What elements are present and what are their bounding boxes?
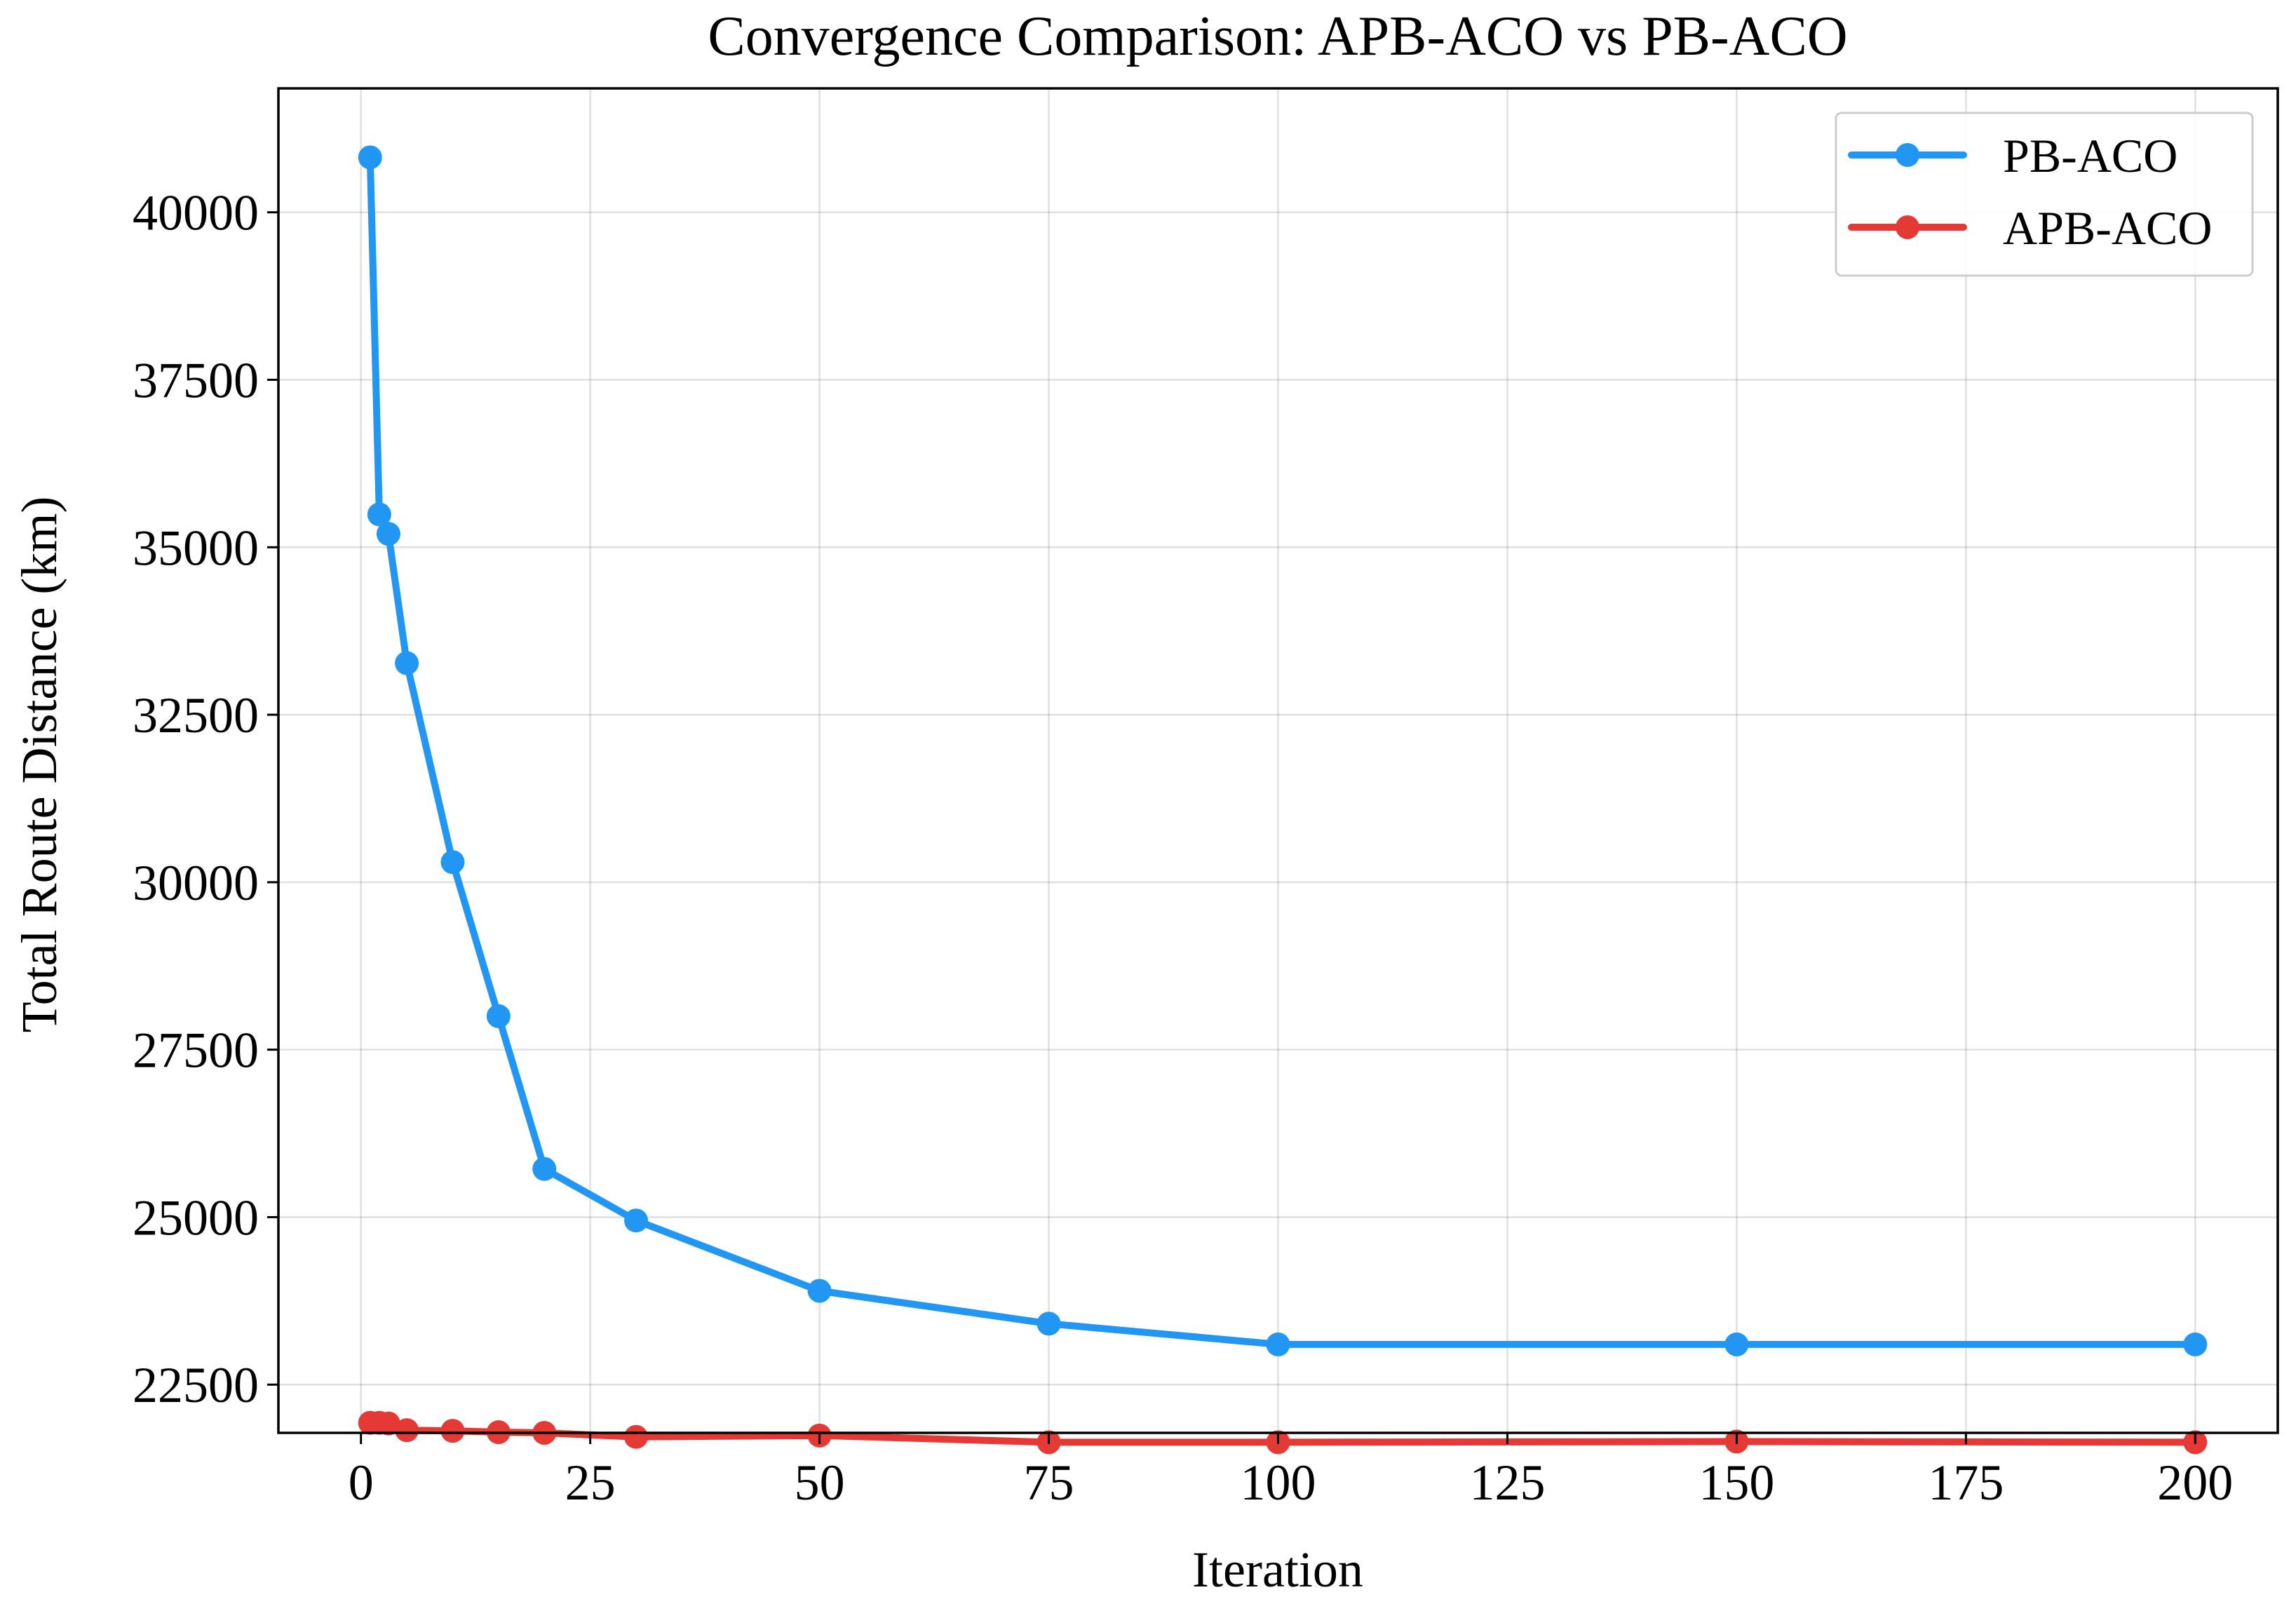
legend-marker-pb-aco [1896,143,1919,167]
data-point-apb-aco [440,1419,465,1443]
data-point-pb-aco [376,522,400,546]
data-point-pb-aco [358,145,382,170]
y-tick-label: 22500 [133,1357,259,1413]
data-point-pb-aco [1724,1332,1749,1356]
x-tick-label: 100 [1241,1455,1316,1511]
x-tick-label: 0 [349,1455,374,1511]
data-point-apb-aco [395,1418,419,1443]
y-tick-label: 37500 [133,352,259,408]
data-point-pb-aco [624,1208,649,1233]
legend-item-apb-aco: APB-ACO [1848,201,2213,255]
data-point-apb-aco [376,1411,400,1436]
chart-title: Convergence Comparison: APB-ACO vs PB-AC… [708,6,1847,67]
legend-label-apb-aco: APB-ACO [2003,201,2213,255]
data-point-pb-aco [1266,1332,1290,1356]
x-axis-label: Iteration [1192,1542,1363,1598]
x-tick-label: 200 [2157,1455,2233,1511]
x-tick-label: 175 [1928,1455,2004,1511]
data-point-apb-aco [624,1424,649,1449]
x-tick-label: 50 [795,1455,845,1511]
y-tick-label: 27500 [133,1023,259,1079]
data-point-pb-aco [486,1004,511,1028]
legend-label-pb-aco: PB-ACO [2003,129,2177,182]
grid-lines [278,88,2278,1433]
data-point-pb-aco [395,651,419,675]
data-point-pb-aco [1036,1312,1061,1336]
y-tick-label: 30000 [133,855,259,911]
data-point-pb-aco [807,1279,832,1303]
data-point-pb-aco [532,1157,557,1181]
y-tick-label: 35000 [133,520,259,576]
data-point-pb-aco [440,850,465,875]
data-point-pb-aco [367,502,391,527]
x-tick-label: 75 [1024,1455,1074,1511]
y-tick-label: 25000 [133,1189,259,1246]
x-tick-label: 25 [565,1455,616,1511]
series-pb-aco [358,145,2208,1356]
legend-marker-apb-aco [1896,215,1919,239]
y-tick-label: 40000 [133,185,259,241]
legend-item-pb-aco: PB-ACO [1848,129,2177,182]
x-tick-label: 150 [1699,1455,1774,1511]
y-tick-label: 32500 [133,687,259,743]
data-point-pb-aco [2183,1332,2208,1356]
y-axis-label: Total Route Distance (km) [11,497,67,1033]
x-tick-label: 125 [1469,1455,1545,1511]
axes-layer: 0 25 50 75 100 125 150 175 200 22500 25000 27500 300… [133,185,2233,1511]
legend: PB-ACO APB-ACO [1835,112,2254,277]
